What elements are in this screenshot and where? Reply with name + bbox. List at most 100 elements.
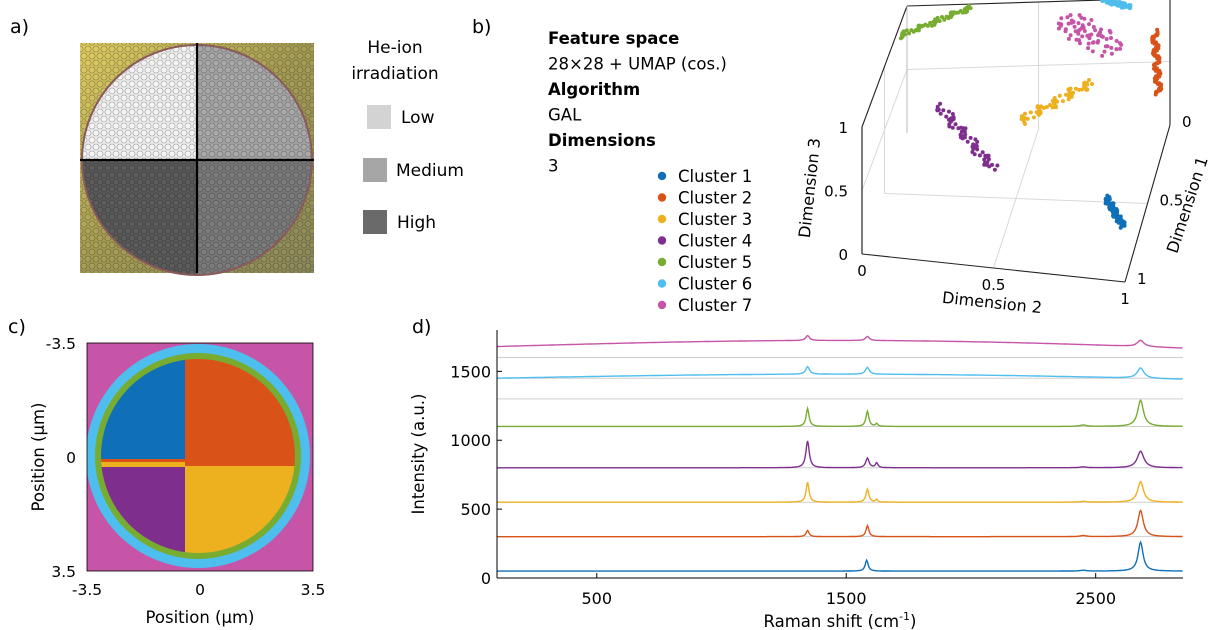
z-tick-label: 0.5 (824, 183, 848, 201)
info-line-1: 28×28 + UMAP (cos.) (548, 55, 727, 74)
scatter-point-cluster-7 (1114, 47, 1119, 52)
scatter-point-cluster-5 (904, 28, 909, 33)
scatter-point-cluster-7 (1090, 49, 1095, 54)
scatter-point-cluster-6 (1127, 3, 1132, 7)
scatter-point-cluster-3 (1080, 87, 1085, 92)
y-tick-label: 500 (460, 500, 491, 519)
z-axis-label: Dimension 3 (795, 137, 824, 239)
scatter-point-cluster-7 (1108, 30, 1113, 35)
x-tick-label: 2500 (1075, 589, 1116, 608)
legend-marker-cluster-6 (657, 279, 667, 288)
irradiation-legend: Low Medium High (363, 105, 464, 234)
scatter-point-cluster-7 (1100, 34, 1105, 39)
scatter-point-cluster-7 (1087, 33, 1092, 38)
scatter-point-cluster-7 (1087, 36, 1092, 41)
scatter-point-cluster-4 (938, 111, 943, 116)
level-swatch-medium (363, 158, 387, 182)
info-line-4: Dimensions (548, 131, 656, 150)
legend-label-cluster-2: Cluster 2 (678, 189, 752, 208)
y-tick-label: 1 (1120, 290, 1130, 308)
scatter-point-cluster-2 (1154, 91, 1158, 95)
y-tick-label: 1000 (450, 431, 491, 450)
scatter-point-cluster-4 (944, 114, 949, 119)
legend-label-cluster-7: Cluster 7 (678, 296, 752, 315)
level-swatch-low (367, 105, 391, 129)
y-tick-label: -3.5 (46, 335, 76, 353)
scatter-point-cluster-7 (1080, 34, 1085, 39)
scatter-point-cluster-6 (1128, 6, 1132, 11)
scatter-point-cluster-5 (937, 19, 942, 23)
legend-label-cluster-6: Cluster 6 (678, 275, 752, 294)
scatter-point-cluster-7 (1078, 41, 1082, 46)
scatter-point-cluster-4 (975, 139, 980, 144)
scatter-point-cluster-7 (1066, 36, 1071, 41)
scatter-point-cluster-4 (941, 108, 946, 113)
scatter-point-cluster-3 (1077, 87, 1082, 92)
spectrum-cluster-1 (497, 540, 1183, 572)
spectrum-cluster-5 (497, 399, 1183, 428)
legend-marker-cluster-1 (657, 171, 667, 181)
scatter-point-cluster-5 (900, 32, 904, 37)
x-tick-label: 0.5 (1160, 192, 1184, 210)
scatter-point-cluster-7 (1119, 42, 1124, 47)
cluster-legend: Cluster 1 Cluster 2 Cluster 3 Cluster 4 Clus… (657, 167, 752, 315)
legend-label-cluster-4: Cluster 4 (678, 232, 752, 251)
scatter-point-cluster-5 (907, 31, 912, 36)
scatter-point-cluster-7 (1087, 22, 1091, 27)
x-tick-label: 500 (582, 589, 613, 608)
scatter-point-cluster-4 (968, 135, 973, 140)
scatter-point-cluster-7 (1086, 41, 1091, 46)
panel-c-label: c) (8, 316, 26, 338)
y-tick-label: 3.5 (51, 563, 76, 581)
z-tick-label: 1 (838, 119, 848, 137)
scatter-point-cluster-5 (942, 17, 947, 22)
scatter-point-cluster-4 (980, 150, 985, 155)
scatter-point-cluster-7 (1086, 46, 1091, 51)
info-line-3: GAL (548, 106, 582, 125)
scatter-point-cluster-7 (1109, 51, 1114, 56)
scatter-point-cluster-5 (944, 14, 949, 19)
scatter-point-cluster-7 (1077, 13, 1082, 18)
scatter-point-cluster-3 (1035, 104, 1040, 109)
x-tick-label: -3.5 (72, 581, 102, 599)
scatter-point-cluster-4 (975, 147, 980, 152)
scatter-point-cluster-7 (1091, 25, 1096, 29)
scatter-point-cluster-7 (1102, 49, 1107, 54)
sample-image (80, 43, 314, 276)
y-axis-label: Intensity (a.u.) (409, 394, 428, 515)
scatter-point-cluster-4 (959, 129, 964, 134)
scatter-point-cluster-7 (1068, 33, 1073, 38)
scatter-point-cluster-7 (1065, 15, 1070, 20)
scatter-point-cluster-4 (990, 162, 994, 167)
scatter-point-cluster-7 (1076, 21, 1081, 26)
scatter-point-cluster-5 (898, 36, 903, 41)
scatter-point-cluster-3 (1019, 114, 1024, 119)
scatter-point-cluster-5 (928, 20, 933, 25)
scatter-point-cluster-7 (1093, 28, 1098, 33)
info-line-2: Algorithm (548, 80, 640, 99)
scatter-point-cluster-7 (1056, 26, 1061, 31)
scatter-point-cluster-7 (1096, 33, 1101, 38)
x-axis-label: Raman shift (cm-1) (764, 610, 917, 630)
level-label-medium: Medium (396, 161, 464, 181)
scatter-point-cluster-3 (1031, 115, 1036, 120)
scatter-point-cluster-3 (1061, 99, 1065, 104)
scatter-point-cluster-3 (1055, 99, 1059, 104)
scatter-point-cluster-4 (950, 112, 955, 116)
scatter-point-cluster-4 (971, 145, 976, 150)
legend-marker-cluster-2 (657, 193, 667, 202)
y-tick-label: 0 (481, 569, 491, 588)
scatter-point-cluster-4 (947, 124, 952, 129)
scatter-point-cluster-4 (962, 135, 967, 140)
legend-label-cluster-5: Cluster 5 (678, 253, 752, 272)
scatter-point-cluster-7 (1118, 46, 1122, 51)
x-tick-label: 3.5 (301, 581, 326, 599)
z-tick-label: 0 (838, 246, 848, 264)
scatter-point-cluster-7 (1068, 13, 1073, 18)
scatter-point-cluster-3 (1087, 78, 1091, 82)
spectrum-cluster-6 (497, 365, 1183, 380)
panel-a: a) He-ion irradiation Low Medium High (10, 16, 464, 276)
scatter-point-cluster-7 (1090, 40, 1095, 45)
